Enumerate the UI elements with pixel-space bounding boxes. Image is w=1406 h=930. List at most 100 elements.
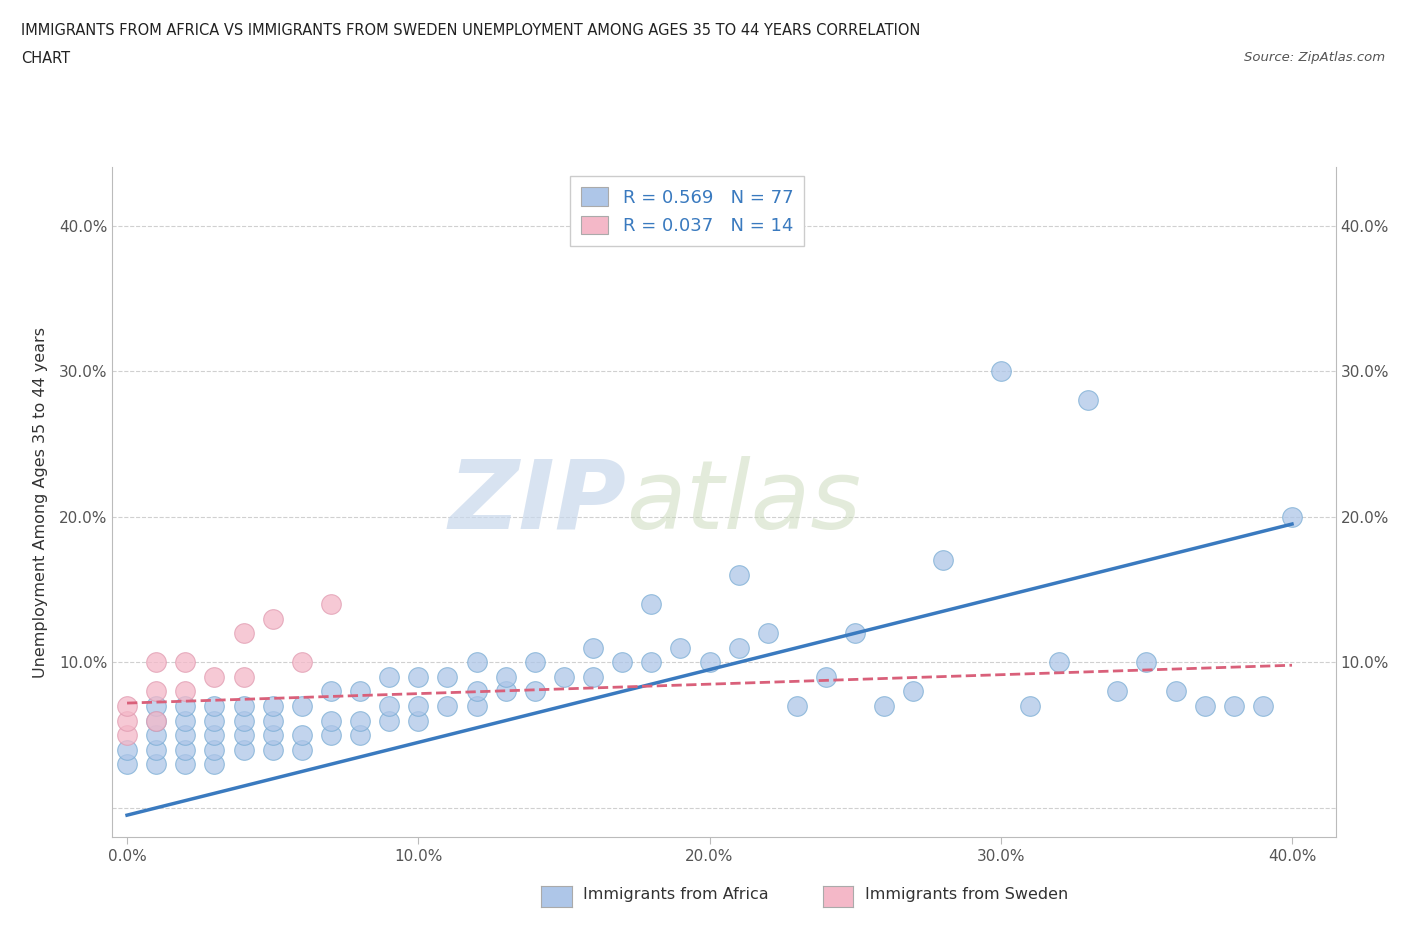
Text: atlas: atlas: [626, 456, 862, 549]
Point: [291, 655, 314, 670]
Point: [145, 757, 167, 772]
Point: [115, 698, 138, 713]
Point: [145, 727, 167, 742]
Point: [495, 684, 517, 698]
Point: [436, 670, 458, 684]
Point: [436, 698, 458, 713]
Point: [174, 655, 197, 670]
Text: Immigrants from Sweden: Immigrants from Sweden: [865, 887, 1069, 902]
Y-axis label: Unemployment Among Ages 35 to 44 years: Unemployment Among Ages 35 to 44 years: [32, 326, 48, 678]
Point: [1135, 655, 1157, 670]
Point: [145, 684, 167, 698]
Point: [465, 684, 488, 698]
Text: Source: ZipAtlas.com: Source: ZipAtlas.com: [1244, 51, 1385, 64]
Point: [232, 727, 254, 742]
Point: [495, 670, 517, 684]
Point: [1194, 698, 1216, 713]
Point: [232, 626, 254, 641]
Point: [408, 713, 430, 728]
Point: [319, 713, 342, 728]
Point: [408, 670, 430, 684]
Point: [699, 655, 721, 670]
Point: [262, 713, 284, 728]
Point: [174, 727, 197, 742]
Point: [1107, 684, 1129, 698]
Point: [727, 567, 749, 582]
Point: [903, 684, 925, 698]
Point: [582, 641, 605, 656]
Point: [262, 742, 284, 757]
Text: Immigrants from Africa: Immigrants from Africa: [583, 887, 769, 902]
Point: [1223, 698, 1246, 713]
Point: [232, 742, 254, 757]
Point: [990, 364, 1012, 379]
Point: [174, 742, 197, 757]
Point: [174, 684, 197, 698]
Point: [232, 698, 254, 713]
Point: [1018, 698, 1040, 713]
Point: [465, 655, 488, 670]
Point: [262, 611, 284, 626]
Point: [1077, 392, 1099, 407]
Point: [669, 641, 692, 656]
Point: [319, 727, 342, 742]
Point: [291, 727, 314, 742]
Point: [349, 713, 371, 728]
Point: [465, 698, 488, 713]
Point: [378, 713, 401, 728]
Text: IMMIGRANTS FROM AFRICA VS IMMIGRANTS FROM SWEDEN UNEMPLOYMENT AMONG AGES 35 TO 4: IMMIGRANTS FROM AFRICA VS IMMIGRANTS FRO…: [21, 23, 921, 38]
Point: [204, 670, 226, 684]
Point: [174, 757, 197, 772]
Point: [204, 757, 226, 772]
Point: [786, 698, 808, 713]
Point: [115, 713, 138, 728]
Point: [145, 713, 167, 728]
Point: [145, 655, 167, 670]
Text: CHART: CHART: [21, 51, 70, 66]
Legend: R = 0.569   N = 77, R = 0.037   N = 14: R = 0.569 N = 77, R = 0.037 N = 14: [571, 177, 804, 246]
Point: [553, 670, 575, 684]
Point: [349, 727, 371, 742]
Point: [523, 655, 546, 670]
Point: [232, 713, 254, 728]
Point: [1281, 510, 1303, 525]
Point: [640, 597, 662, 612]
Point: [262, 727, 284, 742]
Point: [145, 742, 167, 757]
Point: [262, 698, 284, 713]
Point: [145, 713, 167, 728]
Point: [408, 698, 430, 713]
Point: [378, 698, 401, 713]
Point: [174, 713, 197, 728]
Point: [204, 713, 226, 728]
Point: [1047, 655, 1070, 670]
Point: [232, 670, 254, 684]
Point: [115, 727, 138, 742]
Point: [756, 626, 779, 641]
Point: [931, 553, 953, 568]
Point: [319, 684, 342, 698]
Point: [582, 670, 605, 684]
Point: [204, 742, 226, 757]
Point: [523, 684, 546, 698]
Point: [115, 742, 138, 757]
Point: [204, 698, 226, 713]
Point: [844, 626, 866, 641]
Point: [115, 757, 138, 772]
Point: [204, 727, 226, 742]
Point: [349, 684, 371, 698]
Point: [612, 655, 634, 670]
Text: ZIP: ZIP: [449, 456, 626, 549]
Point: [873, 698, 896, 713]
Point: [378, 670, 401, 684]
Point: [1251, 698, 1274, 713]
Point: [1164, 684, 1187, 698]
Point: [815, 670, 838, 684]
Point: [727, 641, 749, 656]
Point: [174, 698, 197, 713]
Point: [319, 597, 342, 612]
Point: [291, 698, 314, 713]
Point: [145, 698, 167, 713]
Point: [640, 655, 662, 670]
Point: [291, 742, 314, 757]
